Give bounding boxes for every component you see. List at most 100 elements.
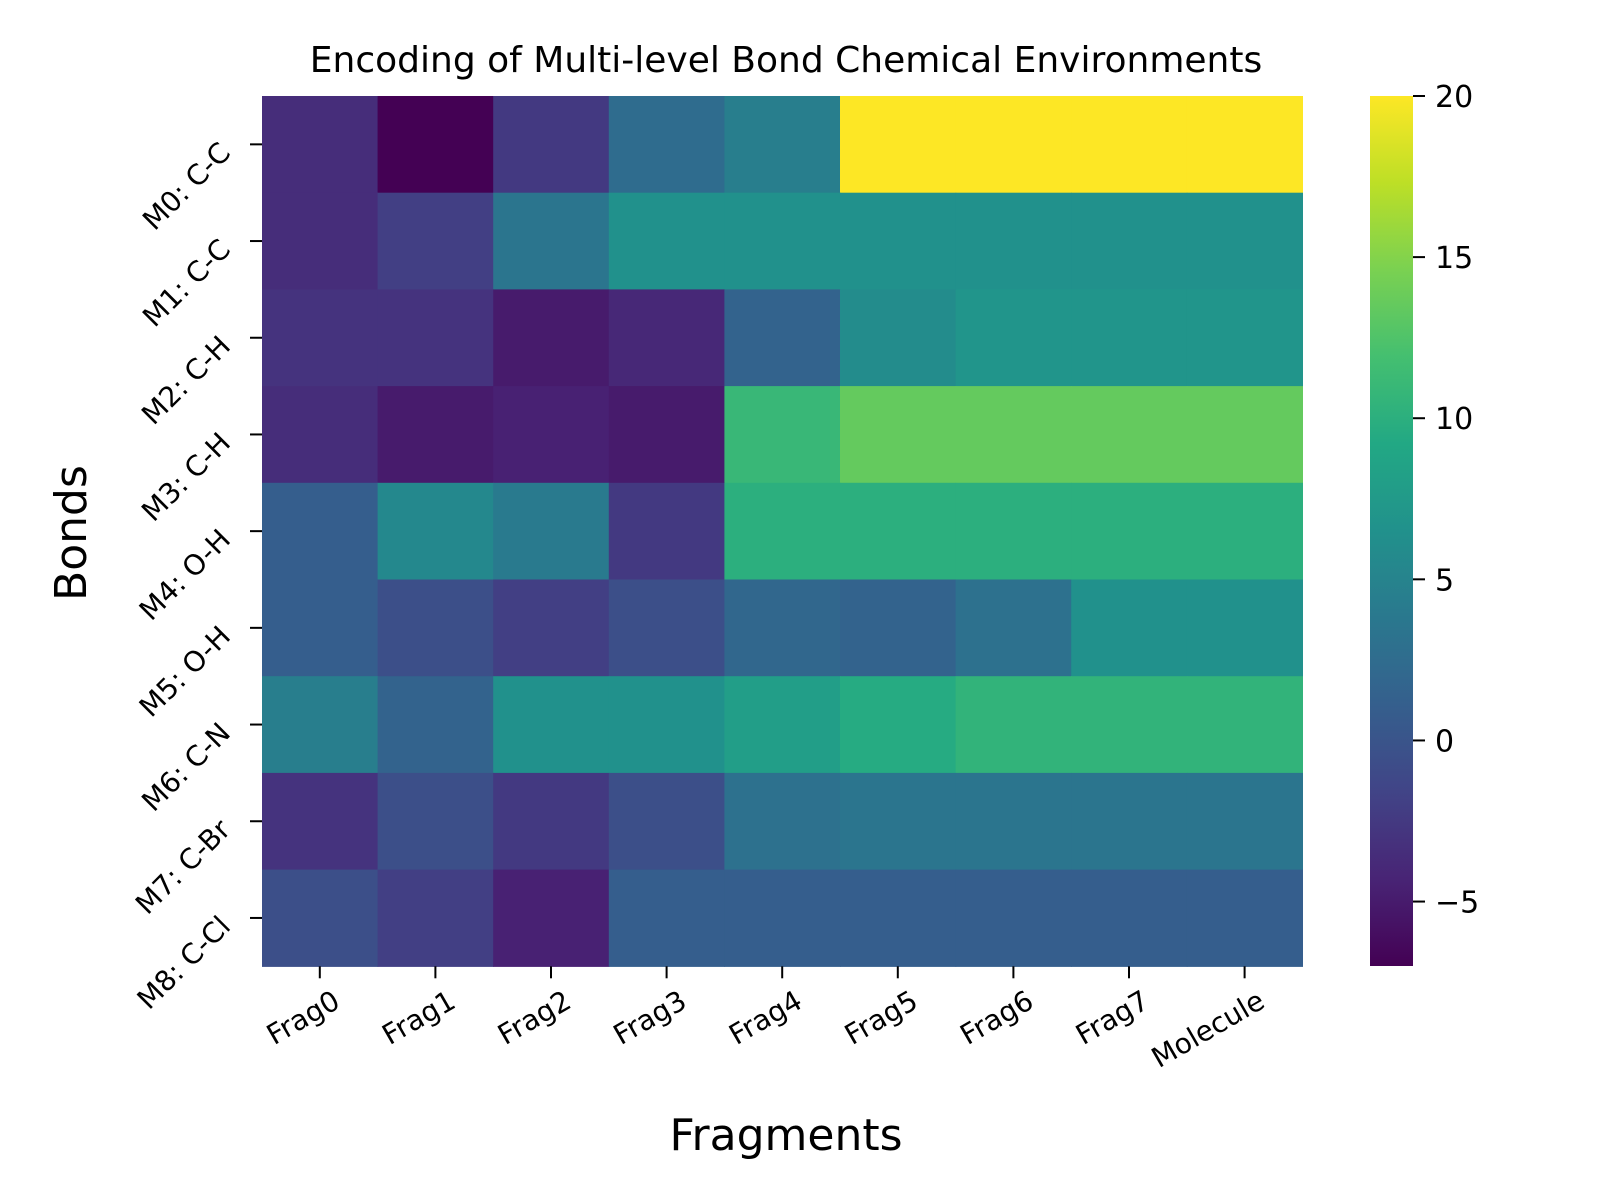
heatmap-cell xyxy=(955,772,1072,871)
heatmap-cell xyxy=(955,386,1072,484)
heatmap-cell xyxy=(1186,869,1303,967)
x-tick-label: Frag0 xyxy=(261,984,345,1052)
heatmap-cell xyxy=(955,676,1072,774)
heatmap-cell xyxy=(1186,192,1303,290)
heatmap-cell xyxy=(608,482,725,581)
heatmap-cell xyxy=(262,96,379,194)
heatmap-cell xyxy=(955,96,1072,194)
x-tick-label: Frag1 xyxy=(377,984,461,1052)
heatmap-cell xyxy=(493,192,610,290)
heatmap-cell xyxy=(608,192,725,290)
y-tick-label: M7: C-Br xyxy=(129,813,237,921)
heatmap-cell xyxy=(840,96,957,194)
x-tick-label: Frag7 xyxy=(1070,984,1154,1052)
y-tick-label: M8: C-Cl xyxy=(131,910,237,1016)
heatmap-cell xyxy=(493,289,610,387)
heatmap-cell xyxy=(377,676,494,774)
colorbar: −5 0 5 10 15 20 xyxy=(1370,80,1479,966)
heatmap-cell xyxy=(377,482,494,581)
chart-title: Encoding of Multi-level Bond Chemical En… xyxy=(310,40,1262,81)
heatmap-cell xyxy=(1186,772,1303,871)
heatmap-cell xyxy=(840,869,957,967)
y-tick-label: M1: C-C xyxy=(136,233,237,334)
heatmap-cell xyxy=(262,676,379,774)
heatmap-cell xyxy=(955,869,1072,967)
y-tick-label: M3: C-H xyxy=(135,426,237,528)
heatmap-cell xyxy=(724,676,841,774)
heatmap-cell xyxy=(493,96,610,194)
heatmap-cell xyxy=(1071,289,1188,387)
x-tick-label: Frag6 xyxy=(955,984,1039,1052)
heatmap-cell xyxy=(262,579,379,677)
heatmap-cell xyxy=(608,676,725,774)
heatmap-cell xyxy=(1071,869,1188,967)
heatmap-cell xyxy=(955,289,1072,387)
x-tick-label: Frag5 xyxy=(839,984,923,1052)
heatmap-cell xyxy=(1071,192,1188,290)
x-tick-label: Frag3 xyxy=(608,984,692,1052)
heatmap-cell xyxy=(377,579,494,677)
heatmap-cell xyxy=(1071,96,1188,194)
heatmap-cell xyxy=(1186,96,1303,194)
heatmap-cell xyxy=(377,192,494,290)
heatmap-cell xyxy=(262,289,379,387)
heatmap-cell xyxy=(608,289,725,387)
heatmap-cell xyxy=(608,869,725,967)
y-tick-label: M6: C-N xyxy=(135,716,237,818)
heatmap-cells xyxy=(262,96,1303,967)
heatmap-cell xyxy=(955,192,1072,290)
colorbar-tick-label: −5 xyxy=(1435,886,1479,921)
y-tick-label: M0: C-C xyxy=(136,136,237,237)
heatmap-cell xyxy=(724,482,841,581)
heatmap-cell xyxy=(840,579,957,677)
heatmap-cell xyxy=(262,482,379,581)
heatmap-cell xyxy=(1071,772,1188,871)
y-tick-label: M2: C-H xyxy=(135,329,237,431)
heatmap-cell xyxy=(724,869,841,967)
heatmap-cell xyxy=(377,772,494,871)
heatmap-cell xyxy=(493,772,610,871)
heatmap-cell xyxy=(840,772,957,871)
colorbar-tick-label: 15 xyxy=(1435,241,1473,276)
heatmap-cell xyxy=(377,386,494,484)
heatmap-cell xyxy=(840,676,957,774)
heatmap-cell xyxy=(1186,482,1303,581)
colorbar-tick-label: 0 xyxy=(1435,724,1454,759)
heatmap-cell xyxy=(840,192,957,290)
heatmap-cell xyxy=(493,482,610,581)
heatmap-cell xyxy=(262,192,379,290)
heatmap-cell xyxy=(955,482,1072,581)
heatmap-cell xyxy=(493,386,610,484)
heatmap-cell xyxy=(724,579,841,677)
heatmap-cell xyxy=(493,676,610,774)
y-tick-label: M5: O-H xyxy=(133,619,237,723)
x-tick-label: Frag4 xyxy=(723,984,807,1052)
heatmap-cell xyxy=(1186,386,1303,484)
heatmap-cell xyxy=(840,289,957,387)
heatmap-cell xyxy=(724,96,841,194)
colorbar-tick-label: 5 xyxy=(1435,563,1454,598)
heatmap-cell xyxy=(955,579,1072,677)
heatmap-cell xyxy=(377,289,494,387)
heatmap-cell xyxy=(1071,386,1188,484)
heatmap-cell xyxy=(608,579,725,677)
heatmap-cell xyxy=(1186,676,1303,774)
heatmap-cell xyxy=(1071,579,1188,677)
heatmap-cell xyxy=(493,869,610,967)
x-tick-label: Molecule xyxy=(1146,984,1270,1075)
heatmap-cell xyxy=(262,869,379,967)
heatmap-cell xyxy=(262,772,379,871)
x-axis: Frag0 Frag1 Frag2 Frag3 Frag4 Frag5 Frag6 Frag7… xyxy=(261,966,1270,1075)
heatmap-cell xyxy=(377,869,494,967)
heatmap-cell xyxy=(608,772,725,871)
heatmap-cell xyxy=(493,579,610,677)
heatmap-cell xyxy=(724,192,841,290)
heatmap-cell xyxy=(840,482,957,581)
colorbar-gradient xyxy=(1370,96,1413,966)
y-axis: M0: C-CM1: C-CM2: C-HM3: C-HM4: O-HM5: O… xyxy=(129,136,262,1016)
heatmap-cell xyxy=(608,96,725,194)
heatmap-cell xyxy=(262,386,379,484)
heatmap-cell xyxy=(1071,482,1188,581)
x-tick-label: Frag2 xyxy=(492,984,576,1052)
